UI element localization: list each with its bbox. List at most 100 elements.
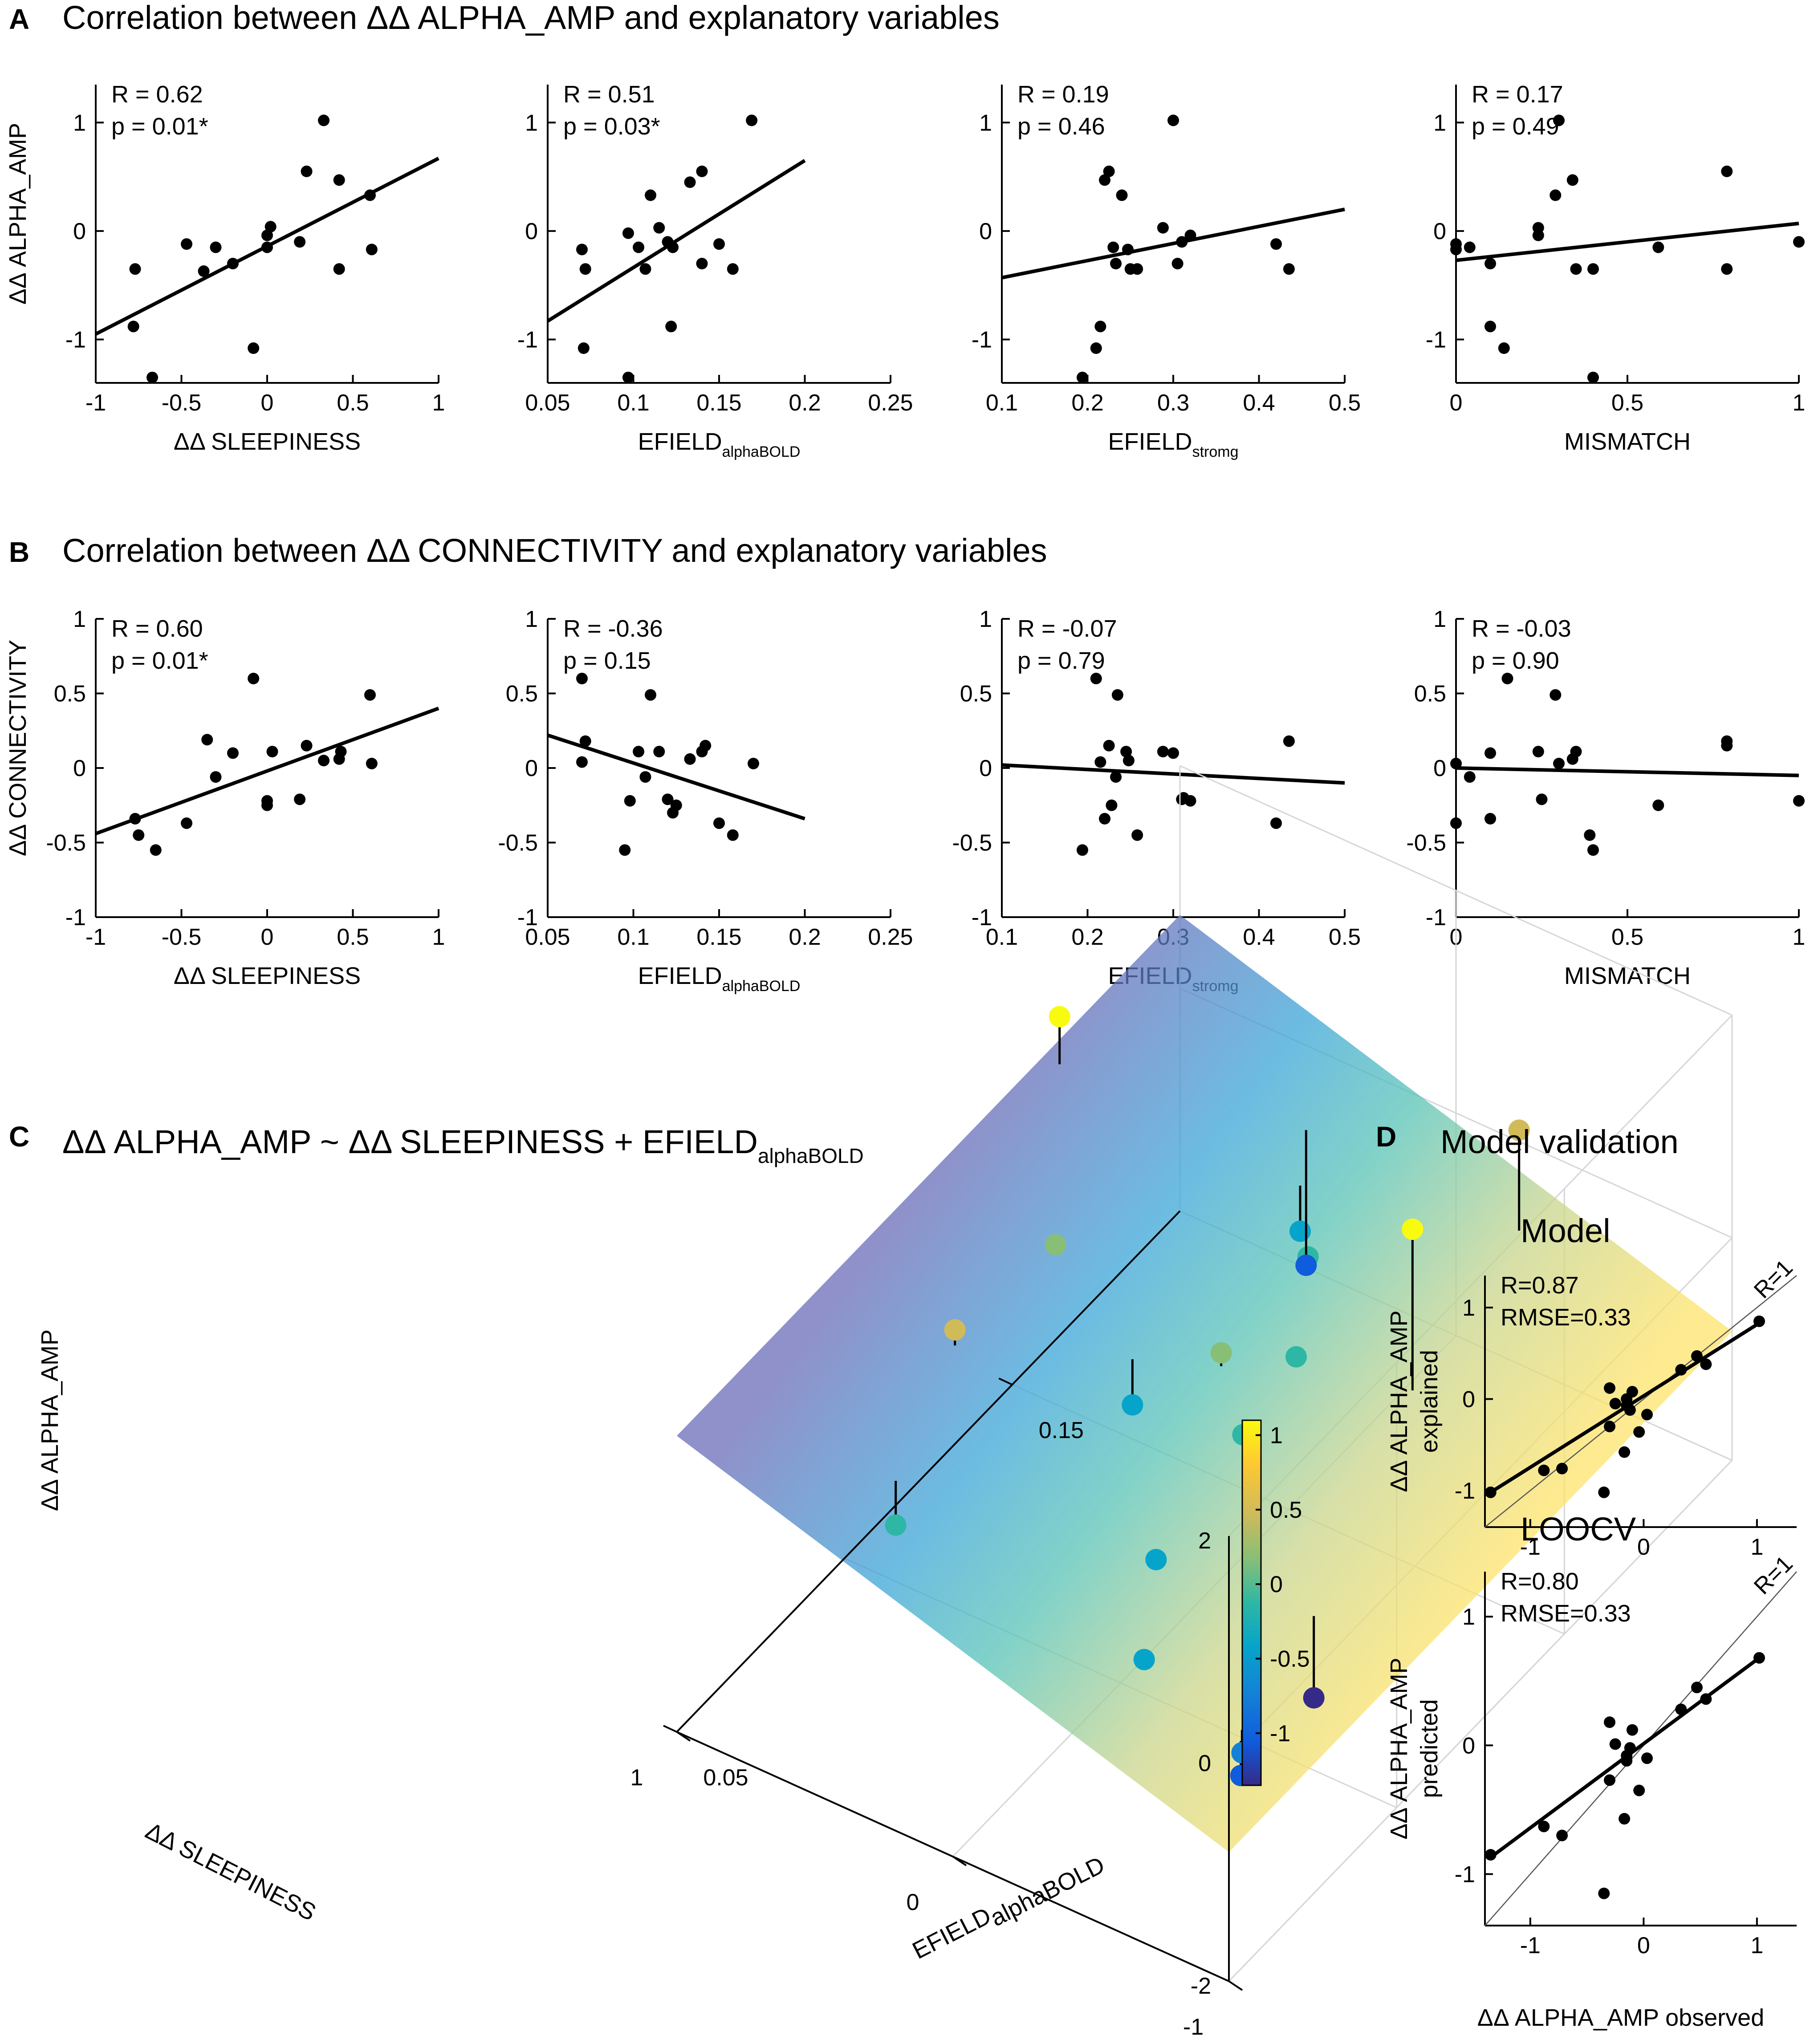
x-tick-label: 0.5 (337, 390, 369, 416)
y-tick-label: 1 (73, 606, 86, 632)
data-point (150, 844, 162, 856)
x-tick-label: 0.25 (868, 924, 913, 950)
data-point (1652, 799, 1664, 811)
data-point (1090, 342, 1102, 354)
grid-line (1228, 1459, 1733, 1982)
data-point (1633, 1426, 1645, 1438)
x-tick-label: 0.5 (1611, 390, 1643, 416)
data-point (364, 189, 376, 201)
x-tick-label: 0.4 (1243, 390, 1275, 416)
data-point (333, 263, 345, 275)
data-point (1584, 829, 1596, 841)
data-point (1556, 1463, 1568, 1475)
data-point (1122, 1394, 1143, 1416)
x-tick-label: 0.1 (986, 924, 1018, 950)
data-point (1464, 241, 1476, 253)
x-tick (952, 1856, 967, 1866)
panel-d-xlabel: ΔΔ ALPHA_AMP observed (1477, 2004, 1764, 2031)
data-point (1652, 241, 1664, 253)
x-tick-label: 0.3 (1157, 390, 1189, 416)
x-axis-label-sub: alphaBOLD (722, 443, 801, 460)
x-tick-label: 0.5 (1329, 390, 1361, 416)
x-tick-label: -1 (85, 924, 106, 950)
x-axis-label: MISMATCH (1564, 428, 1691, 455)
x-axis-label-main: ΔΔ SLEEPINESS (174, 963, 361, 989)
data-point (1210, 1342, 1232, 1364)
y-tick-label: -1 (972, 327, 992, 353)
data-point (1484, 321, 1496, 333)
x-tick-label: 0.05 (525, 390, 570, 416)
data-point (335, 746, 347, 758)
data-point (1157, 222, 1169, 234)
x-tick-label: 0.1 (617, 390, 649, 416)
data-point (1106, 799, 1118, 811)
data-point (1675, 1364, 1687, 1376)
x-tick-label: -1 (85, 390, 106, 416)
data-point (1484, 1486, 1497, 1498)
data-point (1099, 174, 1110, 186)
y-tick-label: -1 (972, 905, 992, 931)
data-point (364, 689, 376, 701)
y-tick-label: 0 (979, 219, 992, 244)
data-point (129, 263, 141, 275)
x-tick-label: 0 (1637, 1933, 1650, 1959)
y-tick-label: 0.5 (54, 681, 86, 707)
stat-rmse: RMSE=0.33 (1501, 1304, 1631, 1331)
data-point (1283, 735, 1295, 747)
data-point (1624, 1742, 1636, 1754)
data-point (129, 813, 141, 825)
x-tick-label: 0.2 (1071, 924, 1103, 950)
data-point (1538, 1464, 1550, 1476)
data-point (1450, 757, 1462, 769)
colorbar-tick-label: -0.5 (1270, 1646, 1310, 1672)
data-point (1176, 236, 1188, 248)
data-point (1641, 1409, 1653, 1421)
data-point (662, 793, 674, 805)
data-point (1587, 844, 1599, 856)
stat-p: p = 0.15 (563, 647, 651, 674)
stat-r: R = 0.51 (563, 81, 655, 108)
data-point (1633, 1784, 1645, 1796)
data-point (1609, 1398, 1621, 1410)
data-point (645, 689, 656, 701)
x-tick-label: 0.2 (789, 390, 821, 416)
subplot-d-model: Model -1 0 1 -1 0 1 R=1 R=0.87 RMSE=0.33 ΔΔ ALPHA_… (1386, 1212, 1798, 1560)
data-point (639, 771, 651, 783)
data-point (1566, 174, 1578, 186)
panel-d-title: Model validation (1440, 1123, 1679, 1160)
data-point (1303, 1687, 1325, 1709)
y-tick-label: -1 (1455, 1861, 1475, 1887)
subplot-a2: 0.05 0.1 0.15 0.2 0.25 -1 0 1 R = 0.51 p = 0.03* E… (517, 81, 913, 460)
data-point (576, 673, 588, 684)
data-point (248, 342, 260, 354)
data-point (653, 222, 665, 234)
stat-p: p = 0.49 (1472, 113, 1559, 140)
data-point (1122, 244, 1134, 256)
data-point (1604, 1774, 1615, 1786)
z-tick-label: 0 (1198, 1751, 1211, 1776)
x-tick-label: 0.5 (1611, 924, 1643, 950)
y-tick-label: 0.05 (703, 1765, 748, 1791)
data-point (1049, 1006, 1070, 1028)
data-point (700, 740, 712, 752)
x-axis-label: EFIELDstromg (1108, 428, 1239, 460)
data-point (1099, 813, 1110, 825)
data-point (684, 176, 696, 188)
stat-r: R=0.80 (1501, 1568, 1579, 1595)
stat-p: p = 0.90 (1472, 647, 1559, 674)
data-point (1103, 165, 1115, 177)
panel-c-title-sub: alphaBOLD (758, 1144, 864, 1167)
stat-p: p = 0.46 (1017, 113, 1105, 140)
subplot-title: Model (1521, 1212, 1611, 1249)
data-point (1283, 263, 1295, 275)
data-point (366, 244, 378, 256)
data-point (1598, 1486, 1610, 1498)
stat-p: p = 0.01* (111, 113, 208, 140)
data-point (1167, 114, 1179, 126)
stat-r: R = 0.17 (1472, 81, 1563, 108)
data-point (1587, 263, 1599, 275)
data-point (333, 174, 345, 186)
x-axis-label-sub: alphaBOLD (722, 978, 801, 995)
